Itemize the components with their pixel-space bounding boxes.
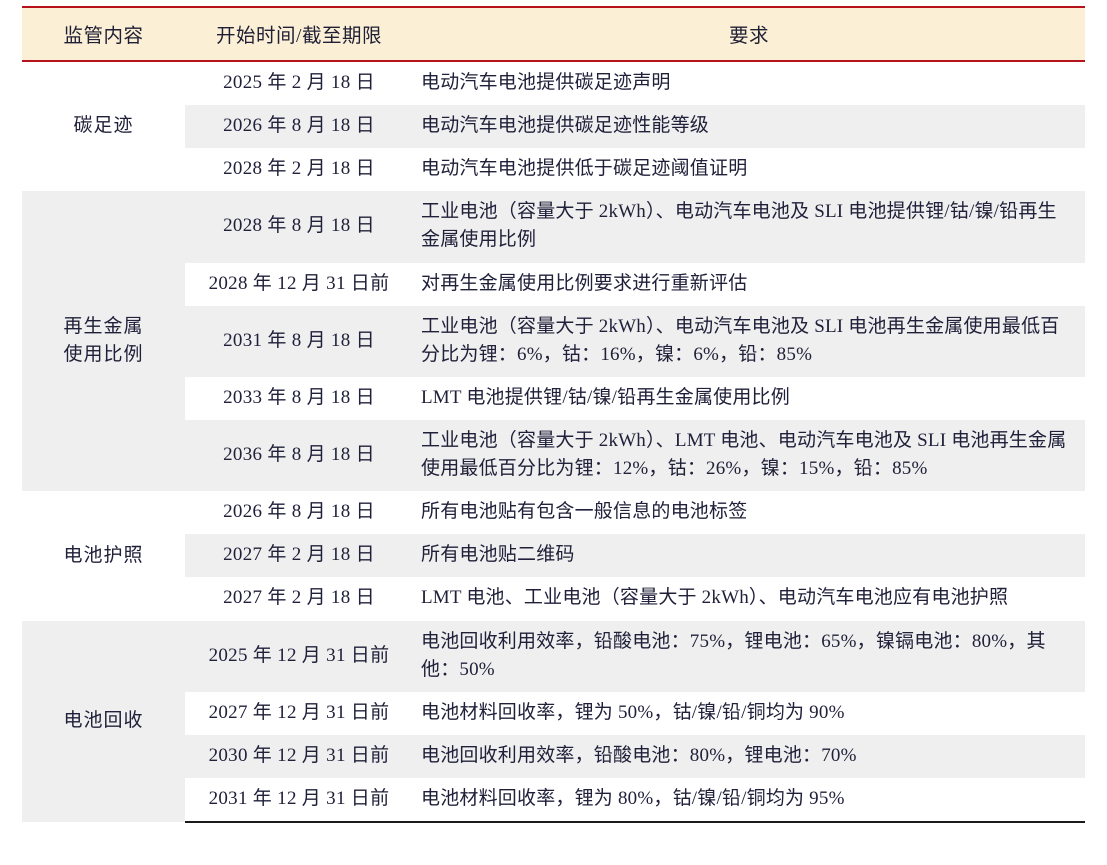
requirement-cell: 电动汽车电池提供低于碳足迹阈值证明 bbox=[413, 148, 1085, 192]
requirement-cell: 电池回收利用效率，铅酸电池：80%，锂电池：70% bbox=[413, 734, 1085, 778]
date-cell: 2025 年 2 月 18 日 bbox=[185, 61, 413, 106]
topic-line: 使用比例 bbox=[63, 344, 144, 366]
date-cell: 2028 年 8 月 18 日 bbox=[185, 191, 413, 263]
table-row: 电池回收 2025 年 12 月 31 日前 电池回收利用效率，铅酸电池：75%，锂… bbox=[22, 620, 1085, 823]
date-cell: 2028 年 12 月 31 日前 bbox=[185, 262, 413, 306]
requirement-cell: 工业电池（容量大于 2kWh）、LMT 电池、电动汽车电池及 SLI 电池再生金… bbox=[413, 419, 1085, 492]
table-row: 2036 年 8 月 18 日工业电池（容量大于 2kWh）、LMT 电池、电动… bbox=[22, 419, 1085, 492]
requirement-cell: 电池材料回收率，锂为 50%，钴/镍/铅/铜均为 90% bbox=[413, 691, 1085, 735]
date-cell: 2027 年 2 月 18 日 bbox=[185, 534, 413, 578]
topic-line: 再生金属 bbox=[63, 315, 144, 337]
date-cell: 2036 年 8 月 18 日 bbox=[185, 419, 413, 492]
table-row: 2027 年 12 月 31 日前 电池材料回收率，锂为 50%，钴/镍/铅/铜均… bbox=[22, 691, 1085, 735]
table-header: 监管内容 开始时间/截至期限 要求 bbox=[22, 6, 1085, 62]
requirement-cell: 电池材料回收率，锂为 80%，钴/镍/铅/铜均为 95% bbox=[413, 777, 1085, 824]
table-row: 2027 年 2 月 18 日所有电池贴二维码 bbox=[22, 534, 1085, 578]
requirement-cell: 电动汽车电池提供碳足迹性能等级 bbox=[413, 105, 1085, 149]
date-cell: 2028 年 2 月 18 日 bbox=[185, 148, 413, 192]
table-row: 电池护照 2026 年 8 月 18 日所有电池贴有包含一般信息的电池标签 bbox=[22, 491, 1085, 621]
battery-regulation-table: 监管内容 开始时间/截至期限 要求 碳足迹 2025 年 2 月 18 日电动汽车… bbox=[22, 6, 1085, 824]
date-cell: 2031 年 8 月 18 日 bbox=[185, 305, 413, 377]
table-row: 再生金属 使用比例 2028 年 8 月 18 日工业电池（容量大于 2kWh）、电… bbox=[22, 191, 1085, 492]
requirement-cell: 工业电池（容量大于 2kWh）、电动汽车电池及 SLI 电池提供锂/钴/镍/铅再… bbox=[413, 191, 1085, 263]
topic-cell: 电池回收 bbox=[22, 620, 185, 823]
date-cell: 2031 年 12 月 31 日前 bbox=[185, 777, 413, 824]
header-cell-date: 开始时间/截至期限 bbox=[185, 6, 413, 62]
date-cell: 2025 年 12 月 31 日前 bbox=[185, 620, 413, 692]
table-body: 碳足迹 2025 年 2 月 18 日电动汽车电池提供碳足迹声明 2026 年 8 … bbox=[22, 61, 1085, 824]
requirement-cell: 工业电池（容量大于 2kWh）、电动汽车电池及 SLI 电池再生金属使用最低百分… bbox=[413, 305, 1085, 377]
requirement-cell: 所有电池贴有包含一般信息的电池标签 bbox=[413, 491, 1085, 535]
topic-cell: 电池护照 bbox=[22, 491, 185, 621]
topic-cell: 碳足迹 bbox=[22, 61, 185, 192]
requirement-cell: LMT 电池、工业电池（容量大于 2kWh）、电动汽车电池应有电池护照 bbox=[413, 577, 1085, 621]
table-row: 2026 年 8 月 18 日电动汽车电池提供碳足迹性能等级 bbox=[22, 105, 1085, 149]
header-row: 监管内容 开始时间/截至期限 要求 bbox=[22, 6, 1085, 62]
date-cell: 2027 年 2 月 18 日 bbox=[185, 577, 413, 621]
date-cell: 2026 年 8 月 18 日 bbox=[185, 105, 413, 149]
header-cell-topic: 监管内容 bbox=[22, 6, 185, 62]
table-row: 2031 年 8 月 18 日工业电池（容量大于 2kWh）、电动汽车电池及 S… bbox=[22, 305, 1085, 377]
requirement-cell: 电池回收利用效率，铅酸电池：75%，锂电池：65%，镍镉电池：80%，其他：50… bbox=[413, 620, 1085, 692]
table-row: 2030 年 12 月 31 日前 电池回收利用效率，铅酸电池：80%，锂电池：7… bbox=[22, 734, 1085, 778]
requirement-cell: 所有电池贴二维码 bbox=[413, 534, 1085, 578]
header-cell-requirement: 要求 bbox=[413, 6, 1085, 62]
date-cell: 2030 年 12 月 31 日前 bbox=[185, 734, 413, 778]
table-row: 2027 年 2 月 18 日 LMT 电池、工业电池（容量大于 2kWh）、电动… bbox=[22, 577, 1085, 621]
requirement-cell: 电动汽车电池提供碳足迹声明 bbox=[413, 61, 1085, 106]
date-cell: 2026 年 8 月 18 日 bbox=[185, 491, 413, 535]
table-row: 2031 年 12 月 31 日前 电池材料回收率，锂为 80%，钴/镍/铅/铜均… bbox=[22, 777, 1085, 824]
date-cell: 2033 年 8 月 18 日 bbox=[185, 376, 413, 420]
topic-cell: 再生金属 使用比例 bbox=[22, 191, 185, 492]
table-row: 2033 年 8 月 18 日 LMT 电池提供锂/钴/镍/铅再生金属使用比例 bbox=[22, 376, 1085, 420]
date-cell: 2027 年 12 月 31 日前 bbox=[185, 691, 413, 735]
table-row: 碳足迹 2025 年 2 月 18 日电动汽车电池提供碳足迹声明 bbox=[22, 61, 1085, 192]
table-row: 2028 年 2 月 18 日电动汽车电池提供低于碳足迹阈值证明 bbox=[22, 148, 1085, 192]
requirement-cell: 对再生金属使用比例要求进行重新评估 bbox=[413, 262, 1085, 306]
requirement-cell: LMT 电池提供锂/钴/镍/铅再生金属使用比例 bbox=[413, 376, 1085, 420]
table-row: 2028 年 12 月 31 日前 对再生金属使用比例要求进行重新评估 bbox=[22, 262, 1085, 306]
